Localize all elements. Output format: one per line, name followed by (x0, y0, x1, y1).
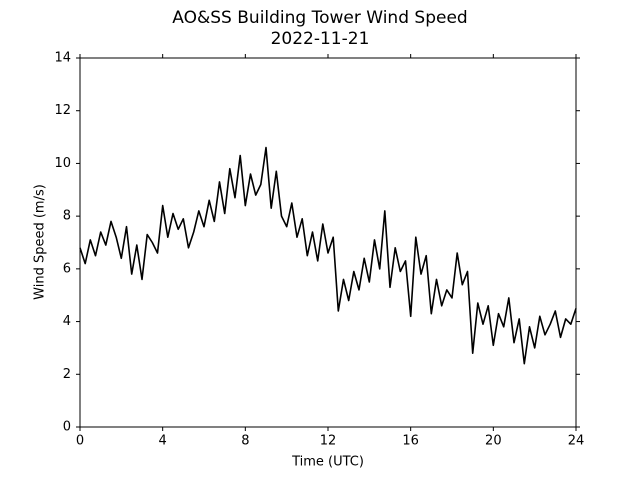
x-tick-label: 12 (320, 434, 337, 449)
plot-frame (79, 57, 577, 428)
y-tick-label: 12 (54, 103, 71, 118)
chart-subtitle: 2022-11-21 (271, 29, 370, 49)
x-tick-label: 24 (568, 434, 585, 449)
x-tick-label: 20 (485, 434, 502, 449)
x-tick-label: 16 (402, 434, 419, 449)
y-tick-label: 4 (63, 314, 71, 329)
y-tick-label: 0 (63, 420, 71, 435)
chart-title: AO&SS Building Tower Wind Speed (172, 8, 467, 28)
y-tick-label: 2 (63, 367, 71, 382)
x-axis-label: Time (UTC) (291, 455, 364, 470)
y-tick-label: 8 (63, 209, 71, 224)
y-tick-label: 6 (63, 261, 71, 276)
y-tick-label: 10 (54, 156, 71, 171)
x-tick-label: 4 (159, 434, 167, 449)
data-line (79, 146, 577, 365)
x-tick-label: 0 (76, 434, 84, 449)
y-axis-label: Wind Speed (m/s) (33, 184, 48, 300)
y-tick-label: 14 (54, 51, 71, 66)
x-tick-label: 8 (241, 434, 249, 449)
